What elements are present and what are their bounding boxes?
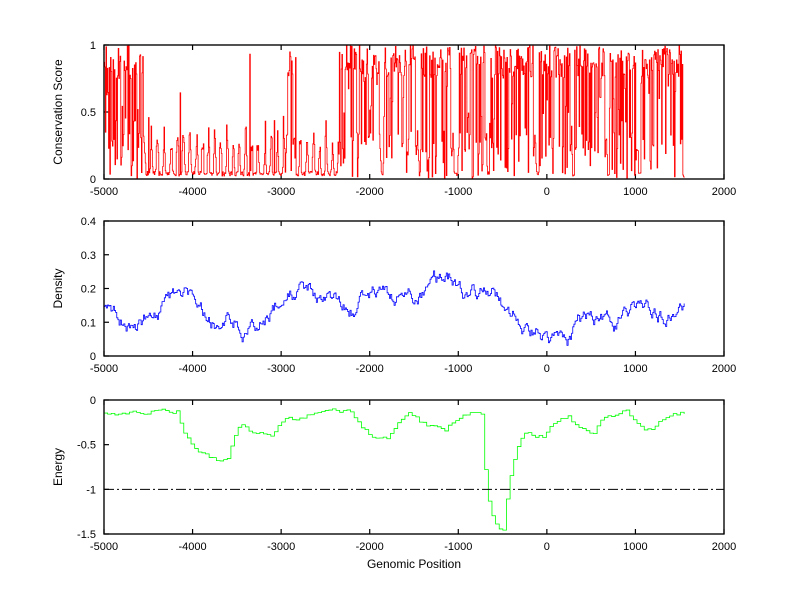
svg-text:0: 0 [90, 395, 96, 407]
svg-text:0: 0 [544, 186, 550, 198]
svg-text:0.4: 0.4 [81, 216, 96, 228]
svg-text:-1000: -1000 [444, 541, 472, 553]
svg-text:-1.5: -1.5 [77, 529, 96, 541]
svg-text:1000: 1000 [623, 363, 647, 375]
svg-text:-3000: -3000 [267, 541, 295, 553]
svg-text:0.5: 0.5 [81, 107, 96, 119]
svg-text:0.2: 0.2 [81, 284, 96, 296]
svg-text:-4000: -4000 [179, 363, 207, 375]
svg-text:-5000: -5000 [90, 186, 118, 198]
svg-text:-2000: -2000 [356, 363, 384, 375]
svg-text:0: 0 [90, 174, 96, 186]
svg-text:-1000: -1000 [444, 186, 472, 198]
svg-text:Genomic Position: Genomic Position [367, 557, 461, 571]
svg-text:-1000: -1000 [444, 363, 472, 375]
svg-text:0: 0 [544, 363, 550, 375]
svg-text:0: 0 [544, 541, 550, 553]
svg-text:-4000: -4000 [179, 186, 207, 198]
svg-text:Energy: Energy [51, 448, 65, 486]
svg-text:2000: 2000 [712, 363, 736, 375]
svg-text:Density: Density [51, 268, 65, 308]
svg-text:-2000: -2000 [356, 186, 384, 198]
svg-text:0: 0 [90, 351, 96, 363]
svg-text:1: 1 [90, 40, 96, 52]
svg-text:-1: -1 [86, 484, 96, 496]
svg-text:1000: 1000 [623, 541, 647, 553]
svg-text:2000: 2000 [712, 186, 736, 198]
svg-text:-5000: -5000 [90, 541, 118, 553]
svg-text:-2000: -2000 [356, 541, 384, 553]
svg-text:0.3: 0.3 [81, 250, 96, 262]
svg-text:2000: 2000 [712, 541, 736, 553]
svg-text:Conservation Score: Conservation Score [51, 59, 65, 165]
svg-text:-4000: -4000 [179, 541, 207, 553]
svg-text:-3000: -3000 [267, 186, 295, 198]
svg-text:-5000: -5000 [90, 363, 118, 375]
svg-text:-3000: -3000 [267, 363, 295, 375]
svg-text:0.1: 0.1 [81, 317, 96, 329]
svg-text:1000: 1000 [623, 186, 647, 198]
svg-text:-0.5: -0.5 [77, 440, 96, 452]
